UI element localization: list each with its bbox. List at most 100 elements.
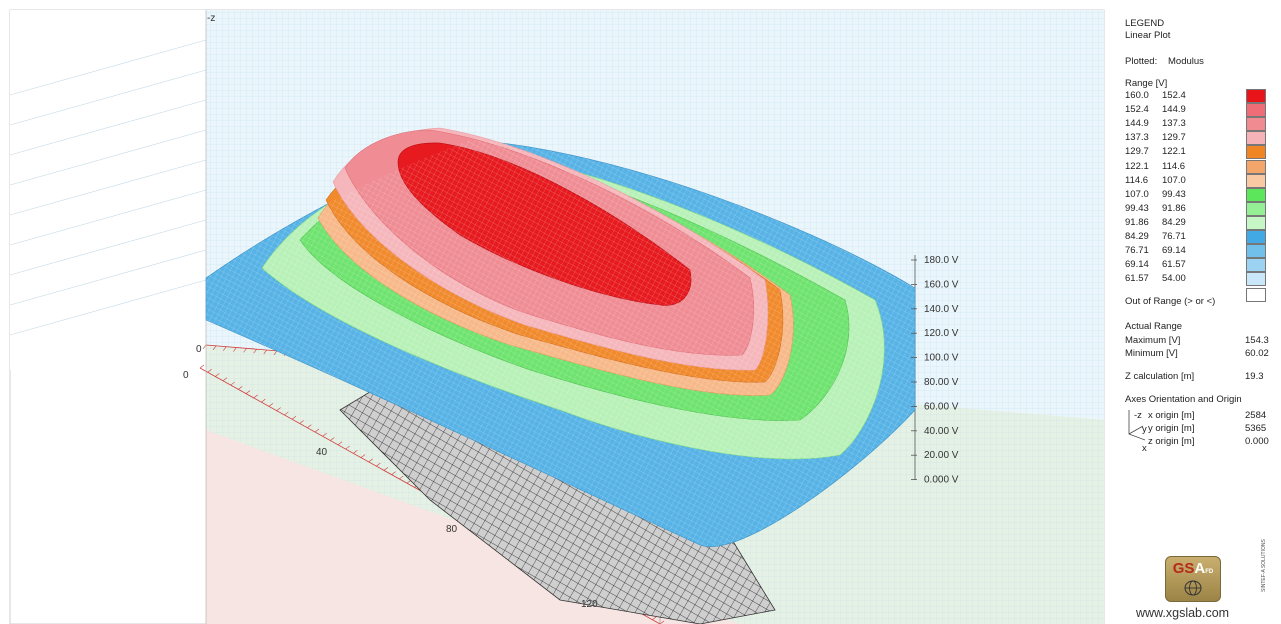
floor-tick [230,381,235,386]
legend-band-from: 152.4 [1125,104,1149,116]
floor-tick [243,348,247,353]
axes-orientation-icon [1128,410,1146,441]
axis-x-label: x [1142,443,1147,454]
floor-tick [368,458,373,463]
legend-band-to: 76.71 [1162,231,1186,242]
legend-band-from: 107.0 [1125,188,1149,200]
floor-tick [376,462,381,467]
floor-tick [322,433,327,437]
y-tick-label: 0 [196,344,202,355]
z-tick-labels: 180.0 V 160.0 V 140.0 V 120.0 V 100.0 V 80.00… [911,255,959,486]
floor-tick [360,454,366,458]
legend-band-swatch [1246,258,1266,273]
floor-tick [353,450,358,454]
legend-band-from: 69.14 [1125,259,1149,271]
x-tick-label: 0 [183,370,189,381]
floor-tick [391,471,396,475]
floor-tick [253,394,258,399]
side-credit: SINTEF-A SOLUTIONS [1261,539,1267,592]
legend-band-to: 99.43 [1162,188,1186,200]
legend-band-swatch [1246,117,1266,132]
legend-band-from: 61.57 [1125,273,1149,285]
floor-tick [383,467,389,471]
actual-range-label: Actual Range [1125,321,1183,332]
z-tick-label: 140.0 V [924,304,959,315]
legend-band-from: 99.43 [1125,202,1149,214]
z-tick-label: 180.0 V [924,255,959,266]
z-tick-label: 20.00 V [924,450,959,461]
out-of-range-swatch [1246,288,1266,302]
floor-tick [212,345,217,351]
out-of-range-label: Out of Range (> or <) [1125,296,1216,307]
floor-tick [263,349,268,355]
globe-icon [1184,580,1202,596]
plotted-value: Modulus [1168,56,1204,67]
legend-band-swatch [1246,272,1266,287]
legend-title: LEGEND [1125,18,1165,29]
legend-band-to: 61.57 [1162,259,1186,271]
floor-tick [345,445,350,450]
legend-band-to: 54.00 [1162,273,1186,285]
floor-tick [291,415,297,420]
website-link[interactable]: www.xgslab.com [1136,606,1230,620]
legend-band-to: 122.1 [1162,146,1186,158]
legend-band-to: 69.14 [1162,245,1186,257]
legend-band-swatch [1246,244,1266,259]
legend-band-to: 107.0 [1162,174,1186,186]
legend-band-swatch [1246,103,1266,118]
floor-tick [223,346,227,351]
legend-band-from: 122.1 [1125,160,1149,172]
z-axis-label: -z [207,13,215,24]
floor-tick [284,411,289,416]
z-tick-label: 40.00 V [924,426,959,437]
legend-band-to: 114.6 [1162,160,1186,172]
maximum-label: Maximum [V] [1125,335,1181,346]
legend-band-swatch [1246,89,1266,103]
x-origin-value: 2584 [1245,410,1267,421]
side-wall [10,10,206,370]
floor-tick [199,364,205,369]
axis-y-label: y [1142,424,1147,435]
floor-tick [652,616,657,620]
surface-plot: -z 180.0 V 160.0 V 140.0 V 120.0 V 100.0 V 80… [9,9,1105,624]
z-tick-label: 0.000 V [924,475,959,486]
z-origin-label: z origin [m] [1148,436,1195,447]
legend-band-from: 76.71 [1125,245,1149,257]
legend-band-swatch [1246,201,1266,216]
floor-tick [268,403,274,407]
x-tick-label: 80 [446,524,458,535]
legend-band-swatch [1246,230,1266,244]
legend-band-swatch [1246,215,1266,230]
floor-tick [245,390,251,394]
maximum-value: 154.3 [1245,335,1269,346]
z-tick-label: 120.0 V [924,328,959,339]
z-origin-value: 0.000 [1245,436,1269,447]
floor-tick [207,369,212,373]
floor-tick [276,407,281,411]
floor-tick [314,428,320,433]
z-calc-value: 19.3 [1245,371,1264,382]
x-tick-label: 40 [316,447,328,458]
x-tick-labels: 0 40 80 120 [183,370,598,610]
legend-band-to: 129.7 [1162,132,1186,144]
floor-tick [253,349,257,354]
floor-tick [307,424,312,428]
legend-band-swatch [1246,131,1266,146]
z-tick-label: 60.00 V [924,401,959,412]
legend-subtitle: Linear Plot [1125,30,1171,41]
legend-band-from: 144.9 [1125,118,1149,130]
floor-tick [222,377,228,382]
legend-band-from: 137.3 [1125,132,1149,144]
legend-band-to: 84.29 [1162,216,1186,228]
gsa-logo: GSAFD [1165,556,1221,602]
minimum-label: Minimum [V] [1125,348,1178,359]
z-tick-label: 100.0 V [924,353,959,364]
legend-band-to: 137.3 [1162,118,1186,130]
legend-band-from: 160.0 [1125,90,1149,101]
legend-band-to: 152.4 [1162,90,1186,101]
y-origin-value: 5365 [1245,423,1267,434]
legend-band-swatch [1246,145,1266,160]
legend-band-to: 91.86 [1162,202,1186,214]
floor-tick [233,347,237,352]
floor-tick [202,344,207,350]
